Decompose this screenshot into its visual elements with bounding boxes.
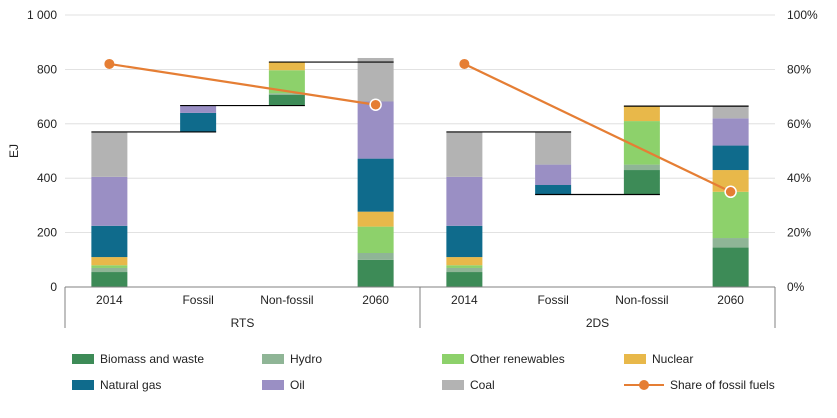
- legend-label: Other renewables: [470, 352, 565, 366]
- x-tick-label: 2014: [96, 293, 123, 307]
- group-label: RTS: [231, 316, 255, 330]
- legend-swatch: [624, 354, 646, 364]
- fossil-share-line: [104, 58, 737, 199]
- legend-label: Hydro: [290, 352, 323, 366]
- bar-segment: [446, 176, 483, 226]
- bar-segment: [446, 257, 483, 266]
- bar-segment: [446, 225, 483, 258]
- fossil-share-line-segment: [109, 62, 376, 106]
- bar-segment: [268, 94, 305, 106]
- y-tick-label: 0: [50, 280, 57, 294]
- x-tick-label: Non-fossil: [260, 293, 313, 307]
- y-tick-label: 800: [37, 62, 57, 76]
- legend-label: Natural gas: [100, 378, 162, 392]
- y-axis-label: EJ: [7, 144, 21, 158]
- bar-segment: [268, 70, 305, 94]
- waterfall-connectors: [91, 61, 749, 196]
- bar-segment: [535, 164, 572, 185]
- legend-item: Biomass and waste: [72, 352, 204, 366]
- y-tick-label: 1 000: [27, 8, 57, 22]
- legend-item: Nuclear: [624, 352, 693, 366]
- group-label: 2DS: [586, 316, 609, 330]
- legend-item: Oil: [262, 378, 305, 392]
- x-tick-label: 2060: [717, 293, 744, 307]
- fossil-share-point: [369, 98, 382, 112]
- legend: Biomass and waste Hydro Other renewables Nu…: [72, 348, 832, 408]
- bar-segment: [446, 131, 483, 177]
- bar-segment: [712, 106, 749, 119]
- bar-segment: [446, 267, 483, 273]
- y2-tick-label: 0%: [787, 280, 805, 294]
- bar-segment: [446, 272, 483, 287]
- fossil-share-line-segment: [463, 62, 732, 193]
- bar-segment: [446, 265, 483, 268]
- legend-swatch: [262, 354, 284, 364]
- legend-label: Share of fossil fuels: [670, 378, 775, 392]
- legend-line-swatch: [624, 380, 664, 390]
- x-tick-label: Non-fossil: [615, 293, 668, 307]
- x-tick-label: 2014: [451, 293, 478, 307]
- y2-tick-label: 60%: [787, 117, 811, 131]
- bar-segment: [91, 272, 128, 287]
- bar-segment: [357, 57, 394, 102]
- y2-tick-label: 80%: [787, 62, 811, 76]
- bar-segment: [623, 106, 660, 122]
- bar-segment: [623, 164, 660, 171]
- bar-segment: [180, 105, 217, 113]
- fossil-share-point: [104, 58, 115, 69]
- y-tick-label: 200: [37, 226, 57, 240]
- x-tick-label: 2060: [362, 293, 389, 307]
- bar-segment: [535, 131, 572, 165]
- bar-segment: [91, 267, 128, 273]
- x-tick-label: Fossil: [182, 293, 213, 307]
- bar-segment: [357, 226, 394, 253]
- bar-segment: [712, 145, 749, 171]
- y-tick-label: 400: [37, 171, 57, 185]
- bar-segment: [180, 112, 217, 132]
- legend-label: Biomass and waste: [100, 352, 205, 366]
- legend-item: Other renewables: [442, 352, 565, 366]
- bar-segment: [91, 176, 128, 226]
- legend-swatch: [262, 380, 284, 390]
- y2-tick-label: 20%: [787, 226, 811, 240]
- bar-segment: [712, 247, 749, 287]
- bar-segment: [357, 253, 394, 260]
- bar-segment: [535, 185, 572, 195]
- bar-segment: [91, 225, 128, 258]
- legend-item: Coal: [442, 378, 495, 392]
- legend-swatch: [72, 354, 94, 364]
- legend-swatch: [442, 380, 464, 390]
- fossil-share-point: [459, 58, 470, 69]
- bar-segment: [268, 93, 305, 95]
- legend-label: Oil: [290, 378, 305, 392]
- bar-segment: [712, 238, 749, 248]
- bar-segment: [357, 259, 394, 287]
- gridlines: [65, 14, 775, 234]
- legend-swatch: [442, 354, 464, 364]
- x-tick-label: Fossil: [537, 293, 568, 307]
- y-tick-label: 600: [37, 117, 57, 131]
- legend-swatch: [72, 380, 94, 390]
- bar-segment: [91, 265, 128, 268]
- legend-label: Nuclear: [652, 352, 694, 366]
- bar-stacks: [91, 57, 749, 287]
- y2-tick-label: 40%: [787, 171, 811, 185]
- bar-segment: [623, 170, 660, 195]
- bar-segment: [712, 118, 749, 146]
- bar-segment: [268, 62, 305, 71]
- y2-tick-label: 100%: [787, 8, 818, 22]
- axes: 0 200 400 600 800 1 000 0% 20% 40% 60% 80% 100% EJ 20…: [7, 8, 818, 330]
- bar-segment: [357, 158, 394, 212]
- bar-segment: [357, 101, 394, 159]
- bar-segment: [91, 131, 128, 177]
- legend-item: Hydro: [262, 352, 322, 366]
- bar-segment: [91, 257, 128, 266]
- bar-segment: [357, 211, 394, 227]
- bar-segment: [712, 191, 749, 239]
- legend-item: Natural gas: [72, 378, 161, 392]
- fossil-share-point: [724, 185, 737, 199]
- legend-label: Coal: [470, 378, 495, 392]
- legend-item: Share of fossil fuels: [624, 378, 775, 392]
